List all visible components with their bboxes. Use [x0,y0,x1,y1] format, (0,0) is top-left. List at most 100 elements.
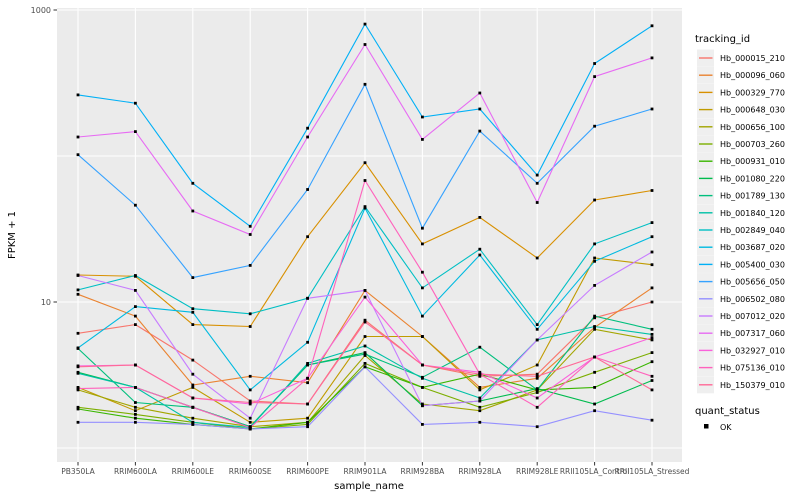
data-point [650,374,654,378]
data-point [650,263,654,267]
data-point [134,363,137,367]
data-point [248,233,252,236]
data-point [421,386,424,389]
data-point [535,376,539,380]
data-point [306,126,309,130]
data-point [134,130,137,133]
quant-ok-marker-icon [704,424,709,429]
data-point [134,323,137,326]
legend-label: Hb_001080_220 [720,174,785,183]
data-point [535,323,539,326]
data-point [191,405,195,409]
data-point [363,206,367,210]
data-point [535,256,539,260]
legend-label: Hb_007012_020 [720,312,785,321]
data-point [306,381,309,385]
data-point [478,372,482,376]
data-point [248,426,252,429]
data-point [650,388,654,392]
data-point [593,75,596,78]
data-point [306,425,309,429]
data-point [535,391,539,394]
data-point [76,93,80,97]
data-point [363,82,367,86]
legend-title-tracking-id: tracking_id [695,34,750,45]
legend-label: Hb_002849_040 [720,226,785,235]
data-point [191,396,195,400]
x-tick-label: PB350LA [61,467,95,476]
legend-label: Hb_001840_120 [720,209,785,218]
data-point [535,388,539,392]
data-point [593,325,596,328]
data-point [593,355,596,359]
data-point [650,189,654,192]
data-point [478,216,482,219]
x-tick-label: RRIM600SE [229,467,272,476]
legend-label: Hb_006502_080 [720,295,785,304]
data-point [191,209,195,213]
data-point [593,256,596,260]
legend-label: Hb_005656_050 [720,278,785,287]
data-point [478,399,482,403]
data-point [478,396,482,400]
data-point [650,300,654,304]
data-point [535,372,539,376]
data-point [593,284,596,287]
data-point [650,360,654,364]
data-point [191,372,195,376]
data-point [76,371,80,375]
data-point [76,274,80,277]
data-point [650,235,654,239]
data-point [363,320,367,324]
data-point [306,340,309,344]
data-point [421,404,424,408]
data-point [650,333,654,336]
data-point [306,296,309,300]
data-point [191,423,195,426]
data-point [478,420,482,424]
data-point [593,327,596,331]
data-point [593,409,596,413]
data-point [191,416,195,420]
data-point [421,138,424,141]
data-point [421,314,424,318]
data-point [248,374,252,378]
data-point [650,250,654,254]
data-point [306,420,309,424]
data-point [421,270,424,274]
data-point [363,344,367,348]
data-point [478,388,482,392]
data-point [535,396,539,400]
data-point [593,62,596,65]
data-point [363,289,367,292]
data-point [535,201,539,204]
y-tick-label-1000: 1000 [31,6,51,15]
data-point [363,352,367,356]
data-point [248,224,252,228]
data-point [421,242,424,246]
data-point [593,386,596,389]
legend-label: Hb_000656_100 [720,123,785,132]
data-point [421,286,424,290]
data-point [134,101,137,105]
data-point [650,351,654,354]
data-point [650,24,654,28]
data-point [76,405,80,409]
data-point [421,363,424,367]
data-point [363,351,367,354]
data-point [76,135,80,139]
data-point [421,226,424,230]
data-point [593,316,596,320]
legend-label: Hb_032927_010 [720,346,785,355]
y-tick-label-10: 10 [41,298,51,307]
data-point [421,115,424,119]
legend-label: Hb_075136_010 [720,364,785,373]
data-point [363,365,367,369]
legend-label: Hb_001789_130 [720,192,785,201]
data-point [248,399,252,403]
data-point [76,288,80,292]
data-point [421,376,424,380]
data-point [248,416,252,420]
data-point [134,386,137,389]
